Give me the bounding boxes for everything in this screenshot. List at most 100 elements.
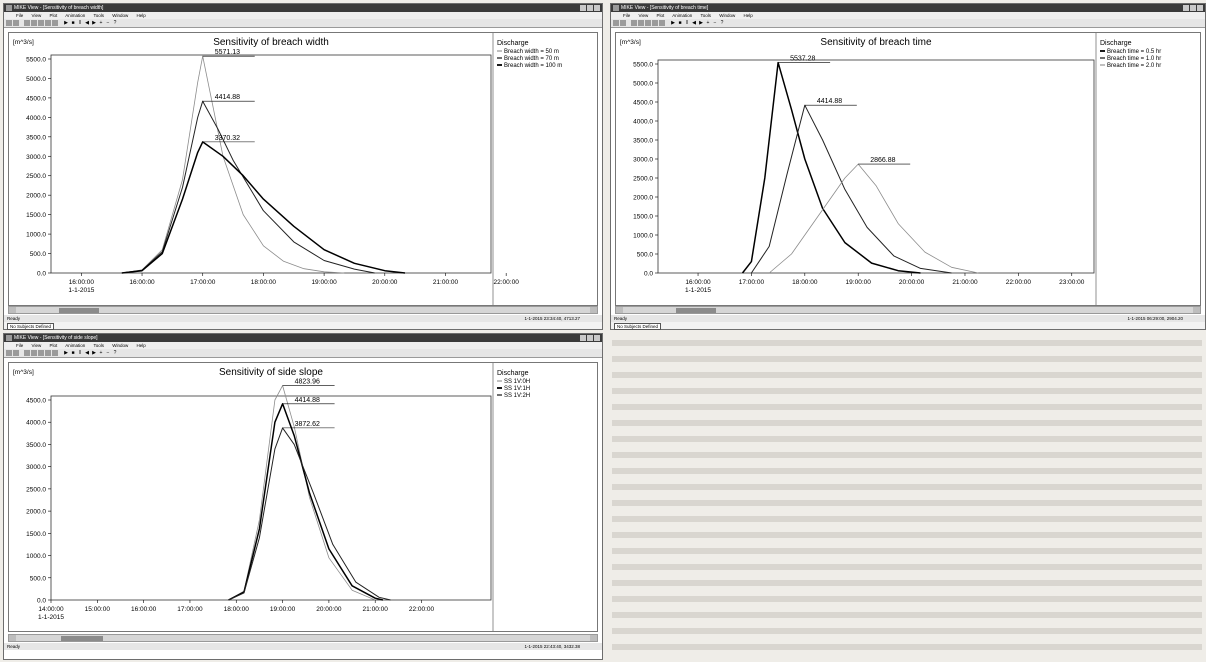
menu-file[interactable]: File [16, 343, 24, 348]
save-icon[interactable] [620, 20, 626, 26]
close-button[interactable] [1197, 5, 1203, 11]
pause-icon[interactable]: ‖ [78, 350, 82, 356]
scroll-right-arrow[interactable] [1193, 307, 1200, 313]
menu-window[interactable]: Window [719, 13, 736, 18]
faded-text-line [612, 612, 1202, 618]
pause-icon[interactable]: ‖ [78, 20, 82, 26]
maximize-button[interactable] [587, 335, 593, 341]
print-icon[interactable] [659, 20, 665, 26]
series-line-3 [228, 427, 391, 601]
scroll-left-arrow[interactable] [9, 307, 16, 313]
help-icon[interactable]: ? [720, 20, 724, 26]
maximize-button[interactable] [587, 5, 593, 11]
scroll-thumb[interactable] [61, 636, 103, 641]
subject-tag[interactable]: No Subjects Defined [7, 323, 55, 330]
menu-help[interactable]: Help [136, 13, 146, 18]
save-icon[interactable] [13, 350, 19, 356]
zoom-fit-icon[interactable] [45, 20, 51, 26]
zoom-fit-icon[interactable] [45, 350, 51, 356]
minimize-button[interactable] [580, 335, 586, 341]
minimize-button[interactable] [1183, 5, 1189, 11]
chart-title: Sensitivity of breach time [820, 37, 932, 48]
print-icon[interactable] [52, 350, 58, 356]
menu-window[interactable]: Window [112, 13, 129, 18]
scroll-left-arrow[interactable] [616, 307, 623, 313]
forward-icon[interactable]: ▶ [699, 20, 703, 26]
zoom-window-icon[interactable] [645, 20, 651, 26]
menu-window[interactable]: Window [112, 343, 129, 348]
horizontal-scrollbar[interactable] [8, 634, 598, 642]
zoom-window-icon[interactable] [38, 20, 44, 26]
legend-title: Discharge [497, 370, 529, 377]
forward-icon[interactable]: ▶ [92, 350, 96, 356]
menu-file[interactable]: File [16, 13, 24, 18]
toolbar: ▶ ■ ‖ ◀ ▶ + −? [4, 19, 602, 28]
menu-animation[interactable]: Animation [65, 13, 86, 18]
menu-animation[interactable]: Animation [672, 13, 693, 18]
scroll-thumb[interactable] [59, 308, 99, 313]
minimize-button[interactable] [580, 5, 586, 11]
menu-view[interactable]: View [31, 343, 42, 348]
menu-help[interactable]: Help [136, 343, 146, 348]
add-icon[interactable]: + [706, 20, 710, 26]
menu-tools[interactable]: Tools [93, 13, 104, 18]
scroll-right-arrow[interactable] [590, 307, 597, 313]
rewind-icon[interactable]: ◀ [692, 20, 696, 26]
remove-icon[interactable]: − [106, 20, 110, 26]
print-icon[interactable] [52, 20, 58, 26]
close-button[interactable] [594, 5, 600, 11]
zoom-in-icon[interactable] [631, 20, 637, 26]
stop-icon[interactable]: ■ [71, 20, 75, 26]
remove-icon[interactable]: − [106, 350, 110, 356]
menu-tools[interactable]: Tools [93, 343, 104, 348]
zoom-in-icon[interactable] [24, 350, 30, 356]
rewind-icon[interactable]: ◀ [85, 20, 89, 26]
peak-label: 3872.62 [295, 421, 320, 428]
y-axis-label: [m^3/s] [620, 39, 641, 46]
menu-tools[interactable]: Tools [700, 13, 711, 18]
add-icon[interactable]: + [99, 20, 103, 26]
add-icon[interactable]: + [99, 350, 103, 356]
zoom-fit-icon[interactable] [652, 20, 658, 26]
zoom-out-icon[interactable] [638, 20, 644, 26]
pause-icon[interactable]: ‖ [685, 20, 689, 26]
menu-file[interactable]: File [623, 13, 631, 18]
play-icon[interactable]: ▶ [671, 20, 675, 26]
save-icon[interactable] [13, 20, 19, 26]
faded-text-line [612, 404, 1202, 410]
forward-icon[interactable]: ▶ [92, 20, 96, 26]
play-icon[interactable]: ▶ [64, 350, 68, 356]
close-button[interactable] [594, 335, 600, 341]
menu-view[interactable]: View [31, 13, 42, 18]
remove-icon[interactable]: − [713, 20, 717, 26]
zoom-out-icon[interactable] [31, 350, 37, 356]
menu-help[interactable]: Help [743, 13, 753, 18]
zoom-out-icon[interactable] [31, 20, 37, 26]
stop-icon[interactable]: ■ [71, 350, 75, 356]
rewind-icon[interactable]: ◀ [85, 350, 89, 356]
help-icon[interactable]: ? [113, 20, 117, 26]
plot-area: Sensitivity of breach time [m^3/s] 0.0 500.… [615, 32, 1201, 306]
scroll-thumb[interactable] [676, 308, 716, 313]
open-icon[interactable] [613, 20, 619, 26]
scroll-right-arrow[interactable] [590, 635, 597, 641]
zoom-window-icon[interactable] [38, 350, 44, 356]
menu-view[interactable]: View [638, 13, 649, 18]
horizontal-scrollbar[interactable] [8, 306, 598, 314]
legend-label: Breach time = 0.5 hr [1107, 49, 1161, 55]
menu-animation[interactable]: Animation [65, 343, 86, 348]
help-icon[interactable]: ? [113, 350, 117, 356]
menu-plot[interactable]: Plot [49, 13, 58, 18]
open-icon[interactable] [6, 20, 12, 26]
open-icon[interactable] [6, 350, 12, 356]
scroll-left-arrow[interactable] [9, 635, 16, 641]
maximize-button[interactable] [1190, 5, 1196, 11]
stop-icon[interactable]: ■ [678, 20, 682, 26]
horizontal-scrollbar[interactable] [615, 306, 1201, 314]
peak-label: 4414.88 [817, 98, 842, 105]
play-icon[interactable]: ▶ [64, 20, 68, 26]
menu-plot[interactable]: Plot [49, 343, 58, 348]
subject-tag[interactable]: No Subjects Defined [614, 323, 662, 330]
zoom-in-icon[interactable] [24, 20, 30, 26]
menu-plot[interactable]: Plot [656, 13, 665, 18]
